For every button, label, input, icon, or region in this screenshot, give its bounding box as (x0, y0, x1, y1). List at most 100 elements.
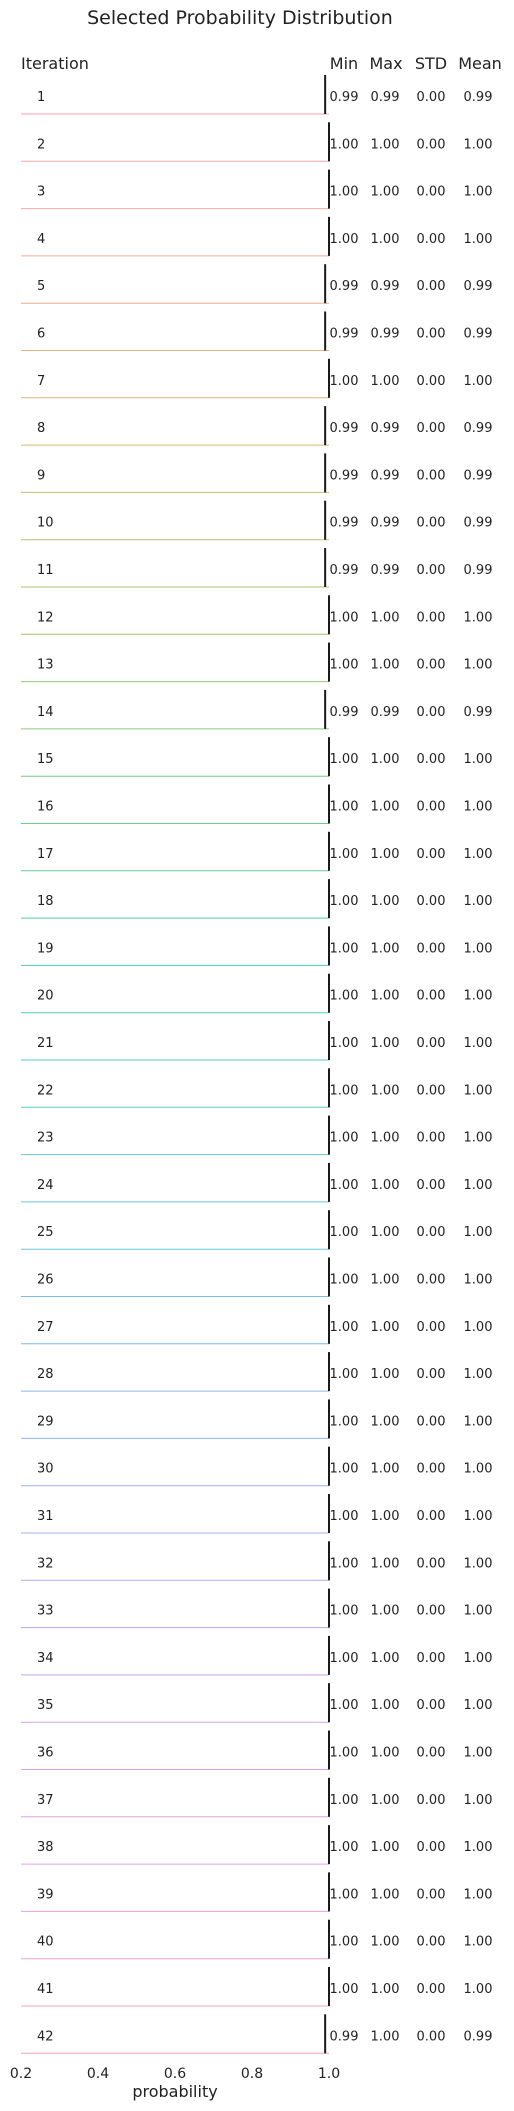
iteration-label: 6 (37, 327, 45, 342)
min-column-header: Min (330, 54, 358, 73)
iteration-label: 3 (37, 185, 45, 200)
x-tick-label: 1.0 (318, 2066, 340, 2082)
ridge-row: 11 0.99 0.99 0.00 0.99 (21, 548, 492, 588)
mean-value: 1.00 (464, 1935, 493, 1950)
ridge-row: 5 0.99 0.99 0.00 0.99 (21, 264, 493, 304)
std-value: 0.00 (417, 1036, 446, 1051)
std-column-header: STD (415, 54, 447, 73)
ridge-row: 35 1.00 1.00 0.00 1.00 (21, 1683, 492, 1723)
ridge-row: 34 1.00 1.00 0.00 1.00 (21, 1635, 493, 1676)
min-value: 1.00 (330, 1982, 359, 1997)
max-value: 0.99 (371, 705, 400, 720)
std-value: 0.00 (417, 468, 446, 483)
mean-value: 1.00 (464, 1604, 493, 1619)
min-value: 0.99 (330, 421, 359, 436)
std-value: 0.00 (417, 421, 446, 436)
iteration-label: 35 (37, 1698, 54, 1713)
ridge-row: 6 0.99 0.99 0.00 0.99 (21, 311, 492, 351)
mean-value: 1.00 (464, 941, 493, 956)
max-value: 1.00 (371, 752, 400, 767)
min-value: 1.00 (330, 658, 359, 673)
ridge-row: 32 1.00 1.00 0.00 1.00 (21, 1541, 492, 1581)
ridge-row: 2 1.00 1.00 0.00 1.00 (21, 122, 492, 162)
mean-value: 1.00 (464, 1131, 493, 1146)
iteration-label: 17 (37, 847, 54, 862)
std-value: 0.00 (417, 989, 446, 1004)
ridge-row: 23 1.00 1.00 0.00 1.00 (21, 1115, 493, 1156)
std-value: 0.00 (417, 279, 446, 294)
max-value: 1.00 (371, 1083, 400, 1098)
iteration-label: 8 (37, 421, 45, 436)
ridge-row: 12 1.00 1.00 0.00 1.00 (21, 595, 493, 635)
ridge-row: 7 1.00 1.00 0.00 1.00 (21, 358, 492, 399)
ridge-row: 42 0.99 1.00 0.00 0.99 (21, 2014, 493, 2054)
min-value: 0.99 (330, 516, 359, 531)
max-value: 0.99 (371, 421, 400, 436)
iteration-label: 4 (37, 232, 45, 247)
std-value: 0.00 (417, 1083, 446, 1098)
std-value: 0.00 (417, 1793, 446, 1808)
min-value: 1.00 (330, 1556, 359, 1571)
iteration-label: 28 (37, 1367, 54, 1382)
max-value: 1.00 (371, 658, 400, 673)
std-value: 0.00 (417, 374, 446, 389)
min-value: 1.00 (330, 232, 359, 247)
mean-value: 1.00 (464, 610, 493, 625)
iteration-label: 29 (37, 1414, 54, 1429)
min-value: 0.99 (330, 90, 359, 105)
min-value: 1.00 (330, 1462, 359, 1477)
max-value: 1.00 (371, 1982, 400, 1997)
ridge-row: 27 1.00 1.00 0.00 1.00 (21, 1304, 492, 1345)
std-value: 0.00 (417, 705, 446, 720)
max-value: 1.00 (371, 800, 400, 815)
std-value: 0.00 (417, 752, 446, 767)
x-axis: 0.2 0.4 0.6 0.8 1.0 (10, 2066, 340, 2082)
ridge-row: 14 0.99 0.99 0.00 0.99 (21, 689, 492, 730)
std-value: 0.00 (417, 1225, 446, 1240)
ridge-row: 21 1.00 1.00 0.00 1.00 (21, 1021, 492, 1061)
iteration-label: 14 (37, 705, 54, 720)
std-value: 0.00 (417, 232, 446, 247)
iteration-label: 25 (37, 1225, 54, 1240)
max-value: 1.00 (371, 137, 400, 152)
max-value: 1.00 (371, 1509, 400, 1524)
std-value: 0.00 (417, 800, 446, 815)
mean-value: 1.00 (464, 1083, 493, 1098)
iteration-label: 41 (37, 1982, 54, 1997)
iteration-label: 38 (37, 1840, 54, 1855)
mean-value: 0.99 (464, 279, 493, 294)
min-value: 1.00 (330, 752, 359, 767)
min-value: 1.00 (330, 989, 359, 1004)
max-value: 1.00 (371, 847, 400, 862)
ridge-row: 1 0.99 0.99 0.00 0.99 (21, 75, 492, 115)
x-tick-label: 0.6 (164, 2066, 186, 2082)
std-value: 0.00 (417, 1840, 446, 1855)
mean-value: 1.00 (464, 1746, 493, 1761)
max-value: 1.00 (371, 989, 400, 1004)
min-value: 1.00 (330, 941, 359, 956)
iteration-label: 13 (37, 658, 54, 673)
mean-value: 0.99 (464, 2029, 493, 2044)
min-value: 1.00 (330, 1793, 359, 1808)
std-value: 0.00 (417, 516, 446, 531)
ridge-row: 33 1.00 1.00 0.00 1.00 (21, 1588, 493, 1629)
min-value: 1.00 (330, 1036, 359, 1051)
max-value: 0.99 (371, 468, 400, 483)
max-value: 0.99 (371, 279, 400, 294)
std-value: 0.00 (417, 1982, 446, 1997)
mean-value: 1.00 (464, 1651, 493, 1666)
min-value: 1.00 (330, 374, 359, 389)
ridge-row: 25 1.00 1.00 0.00 1.00 (21, 1210, 492, 1250)
iteration-label: 33 (37, 1604, 54, 1619)
ridge-row: 26 1.00 1.00 0.00 1.00 (21, 1257, 492, 1297)
iteration-label: 9 (37, 468, 45, 483)
min-value: 1.00 (330, 1935, 359, 1950)
ridge-row: 3 1.00 1.00 0.00 1.00 (21, 169, 492, 210)
mean-value: 1.00 (464, 232, 493, 247)
max-value: 1.00 (371, 1604, 400, 1619)
iteration-label: 11 (37, 563, 54, 578)
mean-value: 1.00 (464, 894, 493, 909)
std-value: 0.00 (417, 1604, 446, 1619)
min-value: 1.00 (330, 610, 359, 625)
min-value: 0.99 (330, 468, 359, 483)
